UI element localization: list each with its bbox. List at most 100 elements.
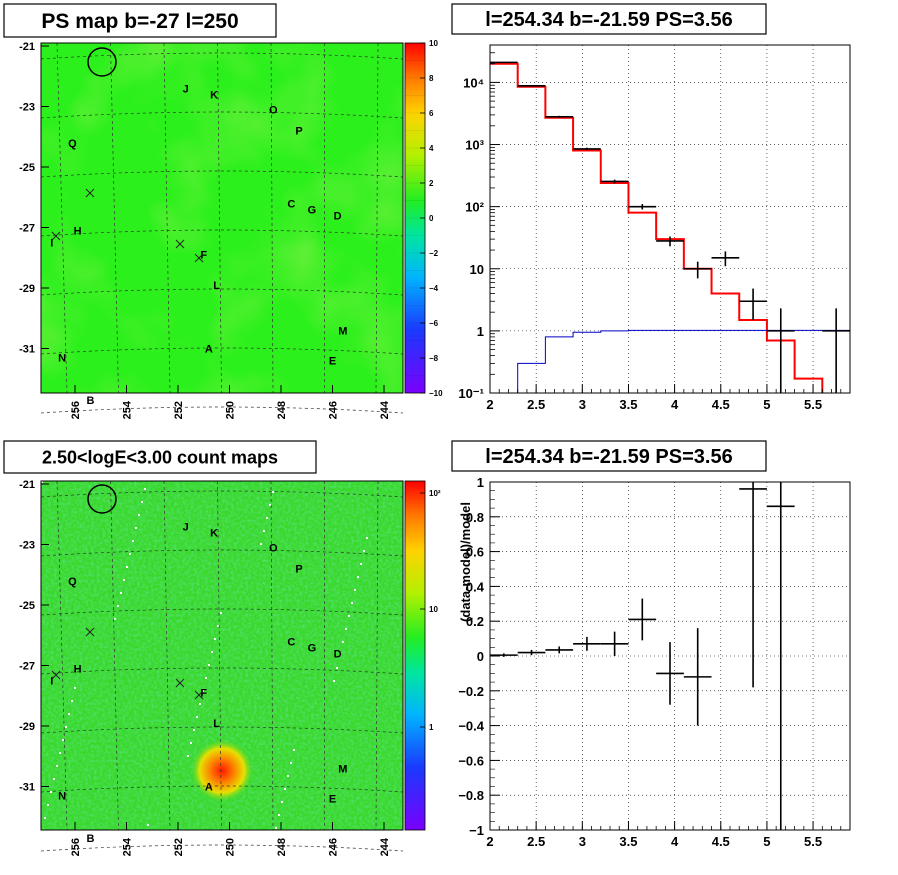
colorbar-label: −10 — [429, 389, 443, 398]
map-pixel — [220, 612, 222, 614]
map-grid-line — [270, 480, 274, 831]
map-pixel — [114, 618, 116, 620]
chart-title-box — [3, 440, 317, 474]
x-tick-label: 4.5 — [712, 834, 730, 849]
x-tick-label: 3.5 — [619, 834, 637, 849]
colorbar-label: 6 — [429, 109, 434, 118]
x-tick-label: 5.5 — [804, 397, 822, 412]
map-pixel — [266, 517, 268, 519]
map-pixel — [65, 726, 67, 728]
y-tick-label: 10² — [465, 200, 484, 215]
x-tick-label: 2.5 — [527, 834, 545, 849]
spectrum-panel: l=254.34 b=-21.59 PS=3.56 2 2.5 3 3.5 4 4.5 5 5.… — [451, 3, 851, 412]
y-tick-label: 10³ — [465, 138, 484, 153]
source-label: A — [205, 344, 213, 356]
map-grid-line — [40, 608, 404, 616]
x-tick-label: 246 — [328, 401, 340, 419]
map-pixel — [187, 755, 189, 757]
y-tick-label: 10⁴ — [463, 75, 484, 90]
chart-title-box — [3, 3, 277, 38]
map-pixel — [263, 530, 265, 532]
y-tick-label: -31 — [19, 782, 35, 794]
map-grid-line — [40, 785, 404, 793]
map-grid-line — [56, 42, 68, 394]
colorbar — [405, 43, 425, 393]
x-tick-label: 5.5 — [804, 834, 822, 849]
map-pixel — [269, 504, 271, 506]
colorbar-label: −4 — [429, 284, 439, 293]
y-tick-label: -25 — [19, 600, 35, 612]
colorbar-label: 10 — [429, 39, 438, 48]
source-label: K — [210, 89, 218, 101]
map-pixel — [120, 592, 122, 594]
map-pixel — [199, 703, 201, 705]
x-tick-label: 5 — [763, 834, 770, 849]
source-label: I — [50, 676, 53, 688]
x-tick-label: 256 — [70, 401, 82, 419]
x-tick-label: 248 — [276, 838, 288, 856]
source-label: J — [183, 521, 189, 533]
map-grid-line — [110, 480, 119, 831]
map-pixel — [293, 749, 295, 751]
source-label: C — [287, 198, 295, 210]
y-tick-label: −1 — [469, 823, 484, 838]
map-pixel — [357, 576, 359, 578]
map-pixel — [74, 687, 76, 689]
source-label: H — [74, 664, 82, 676]
map-pixel — [363, 550, 365, 552]
x-tick-label: 4.5 — [712, 397, 730, 412]
x-tick-label: 244 — [379, 400, 391, 419]
cross-marker — [194, 690, 204, 700]
point-source-histogram — [517, 329, 850, 393]
x-tick-label: 3.5 — [619, 397, 637, 412]
map-grid-line — [56, 480, 68, 831]
map-texture — [41, 43, 403, 393]
cross-marker — [175, 239, 185, 249]
y-tick-label: -27 — [19, 661, 35, 673]
y-tick-label: -21 — [19, 41, 35, 53]
map-grid-line — [163, 480, 171, 831]
source-label: N — [58, 353, 66, 365]
source-label: F — [200, 688, 207, 700]
map-frame — [40, 480, 404, 831]
map-pixel — [123, 579, 125, 581]
y-tick-label: 0.8 — [466, 510, 484, 525]
map-pixel — [71, 700, 73, 702]
map-pixel — [211, 651, 213, 653]
y-tick-label: -29 — [19, 721, 35, 733]
map-grid-line — [375, 42, 379, 394]
y-tick-label: -21 — [19, 479, 35, 491]
cross-marker — [175, 678, 185, 688]
map-grid-line — [40, 844, 404, 852]
map-grid-line — [40, 288, 404, 296]
map-pixel — [360, 563, 362, 565]
x-tick-label: 254 — [122, 400, 134, 419]
map-pixel — [193, 729, 195, 731]
chart-title: 2.50<logE<3.00 count maps — [42, 447, 278, 467]
y-tick-label: −0.2 — [458, 684, 484, 699]
source-label: H — [74, 226, 82, 238]
plot-frame — [489, 44, 851, 394]
map-grid-line — [40, 229, 404, 237]
colorbar-label: 10 — [429, 605, 438, 614]
source-label: G — [308, 204, 317, 216]
chart-title-box — [451, 3, 767, 35]
colorbar-frame — [404, 480, 426, 831]
y-tick-label: 1 — [477, 475, 484, 490]
map-pixel — [135, 527, 137, 529]
map-pixel — [290, 762, 292, 764]
map-pixel — [56, 765, 58, 767]
y-tick-label: −0.4 — [458, 719, 484, 734]
source-label: I — [50, 238, 53, 250]
residual-panel: l=254.34 b=-21.59 PS=3.56 2 2.5 3 3.5 4 4.5 5 5.… — [451, 440, 851, 849]
cross-marker — [51, 670, 61, 680]
map-grid-line — [270, 42, 274, 394]
source-label: E — [329, 794, 336, 806]
map-pixel — [284, 788, 286, 790]
colorbar — [405, 481, 425, 830]
plot-series — [490, 61, 850, 393]
map-grid-line — [40, 667, 404, 675]
cross-marker — [194, 253, 204, 263]
